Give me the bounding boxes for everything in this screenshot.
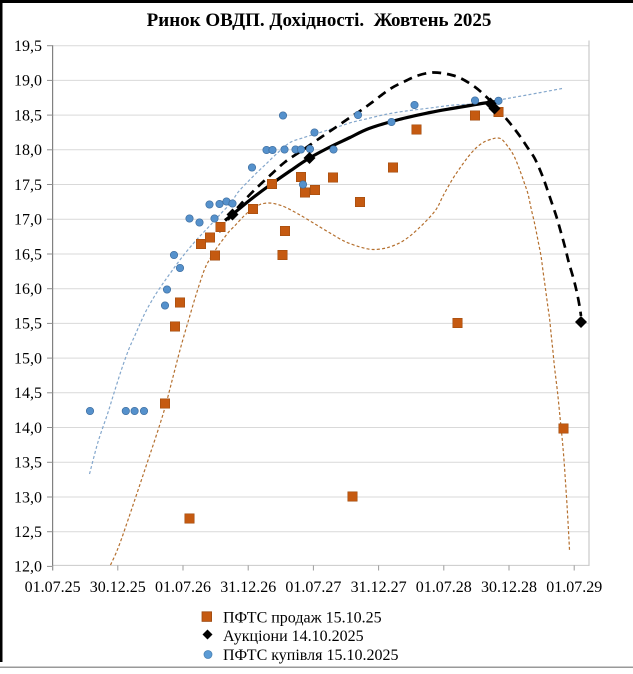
svg-text:15,0: 15,0 — [14, 350, 42, 367]
svg-text:31.12.26: 31.12.26 — [220, 579, 276, 596]
svg-text:01.07.28: 01.07.28 — [416, 579, 472, 596]
svg-text:Аукціони 14.10.2025: Аукціони 14.10.2025 — [223, 628, 364, 645]
svg-text:14,0: 14,0 — [14, 420, 42, 437]
svg-text:Ринок ОВДП. Дохідності. Жовте: Ринок ОВДП. Дохідності. Жовтень 2025 — [147, 10, 492, 31]
svg-text:13,5: 13,5 — [14, 455, 42, 472]
svg-text:ПФТС купівля 15.10.2025: ПФТС купівля 15.10.2025 — [223, 647, 398, 664]
svg-text:13,0: 13,0 — [14, 489, 42, 506]
svg-text:19,0: 19,0 — [14, 73, 42, 90]
svg-text:16,0: 16,0 — [14, 281, 42, 298]
svg-text:30.12.25: 30.12.25 — [90, 579, 146, 596]
svg-text:18,5: 18,5 — [14, 107, 42, 124]
svg-text:17,0: 17,0 — [14, 212, 42, 229]
svg-text:18,0: 18,0 — [14, 142, 42, 159]
svg-text:30.12.28: 30.12.28 — [481, 579, 537, 596]
svg-text:31.12.27: 31.12.27 — [351, 579, 407, 596]
svg-text:14,5: 14,5 — [14, 385, 42, 402]
svg-text:17,5: 17,5 — [14, 177, 42, 194]
svg-text:ПФТС продаж 15.10.25: ПФТС продаж 15.10.25 — [223, 609, 382, 626]
svg-text:19,5: 19,5 — [14, 38, 42, 55]
svg-text:01.07.25: 01.07.25 — [25, 579, 81, 596]
svg-text:01.07.27: 01.07.27 — [285, 579, 341, 596]
svg-text:12,5: 12,5 — [14, 524, 42, 541]
svg-text:12,0: 12,0 — [14, 559, 42, 576]
svg-text:16,5: 16,5 — [14, 246, 42, 263]
svg-text:01.07.26: 01.07.26 — [155, 579, 211, 596]
svg-text:01.07.29: 01.07.29 — [546, 579, 602, 596]
svg-text:15,5: 15,5 — [14, 316, 42, 333]
